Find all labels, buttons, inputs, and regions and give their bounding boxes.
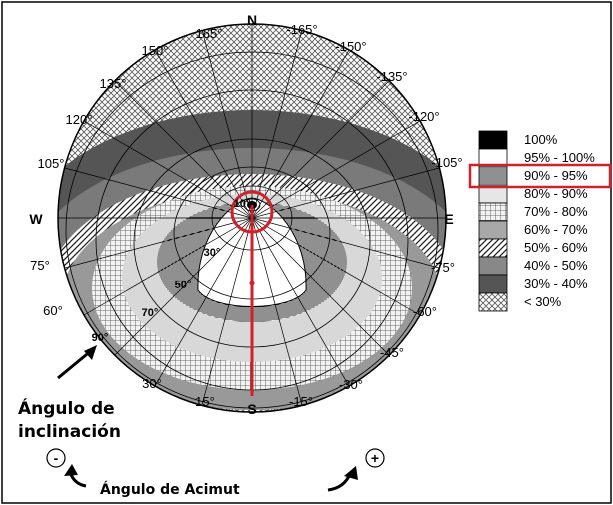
minus-circle — [46, 448, 66, 468]
tilt-annotation-line1: Ángulo de — [18, 397, 115, 419]
legend-label: 70% - 80% — [524, 204, 588, 219]
azimuth-label: -30° — [339, 377, 363, 392]
tilt-arrow-head — [84, 345, 97, 360]
legend-label: < 30% — [524, 294, 562, 309]
azimuth-label: -120° — [408, 109, 439, 124]
tilt-annotation-line2: inclinación — [18, 422, 121, 442]
west-label: W — [29, 211, 43, 227]
north-label: N — [247, 12, 257, 28]
azimuth-label: -45° — [380, 345, 404, 360]
legend-swatch-30-40 — [478, 274, 508, 294]
azimuth-label: -150° — [335, 39, 366, 54]
legend-swatch-60-70 — [478, 220, 508, 240]
azimuth-caption: Ángulo de Acimut — [100, 481, 240, 498]
optimum-highlight-circle — [230, 190, 274, 234]
azimuth-label: 75° — [30, 258, 50, 273]
legend-swatch-100 — [478, 130, 508, 150]
tilt-label: 90° — [92, 332, 109, 344]
legend-swatch-40-50 — [478, 256, 508, 276]
legend-label: 50% - 60% — [524, 240, 588, 255]
azimuth-label: 60° — [43, 303, 63, 318]
legend-swatch-below-30 — [478, 292, 508, 312]
east-label: E — [444, 211, 453, 227]
azimuth-label: -60° — [413, 304, 437, 319]
azimuth-label: -15° — [289, 394, 313, 409]
azimuth-label: 150° — [142, 43, 169, 58]
azimuth-label: 135° — [100, 76, 127, 91]
legend-label: 100% — [524, 132, 558, 147]
disc-outline — [57, 23, 447, 413]
azimuth-label: 165° — [196, 26, 223, 41]
azimuth-label: -105° — [431, 155, 462, 170]
tilt-label: 70° — [142, 307, 159, 319]
legend-highlight-box — [468, 163, 612, 189]
legend-label: 40% - 50% — [524, 258, 588, 273]
azimuth-label: -75° — [431, 260, 455, 275]
right-arrow-head — [344, 466, 358, 480]
legend-label: 30% - 40% — [524, 276, 588, 291]
plus-sign: + — [371, 450, 379, 466]
legend-label: 90% - 95% — [524, 168, 588, 183]
azimuth-label: 120° — [66, 112, 93, 127]
tilt-label: 10° — [234, 198, 251, 210]
tilt-label: 50° — [175, 279, 192, 291]
left-arrow-head — [64, 464, 78, 476]
plus-circle — [365, 448, 385, 468]
minus-sign: - — [54, 450, 59, 466]
tilt-label: 30° — [204, 247, 221, 259]
azimuth-label: 30° — [142, 376, 162, 391]
tilt-arrow — [57, 348, 93, 380]
legend-label: 60% - 70% — [524, 222, 588, 237]
azimuth-label: 15° — [195, 394, 215, 409]
legend-swatch-90-95 — [478, 166, 508, 186]
azimuth-label: -165° — [286, 22, 317, 37]
azimuth-label: -135° — [376, 69, 407, 84]
legend-swatch-70-80 — [478, 202, 508, 222]
south-label: S — [247, 401, 256, 417]
legend-label: 80% - 90% — [524, 186, 588, 201]
legend-label: 95% - 100% — [524, 150, 595, 165]
legend-swatch-50-60 — [478, 238, 508, 258]
azimuth-grid — [58, 24, 446, 406]
azimuth-label: 105° — [38, 156, 65, 171]
legend: 100% 95% - 100% 90% - 95% 80% - 90% 70% … — [468, 130, 612, 312]
